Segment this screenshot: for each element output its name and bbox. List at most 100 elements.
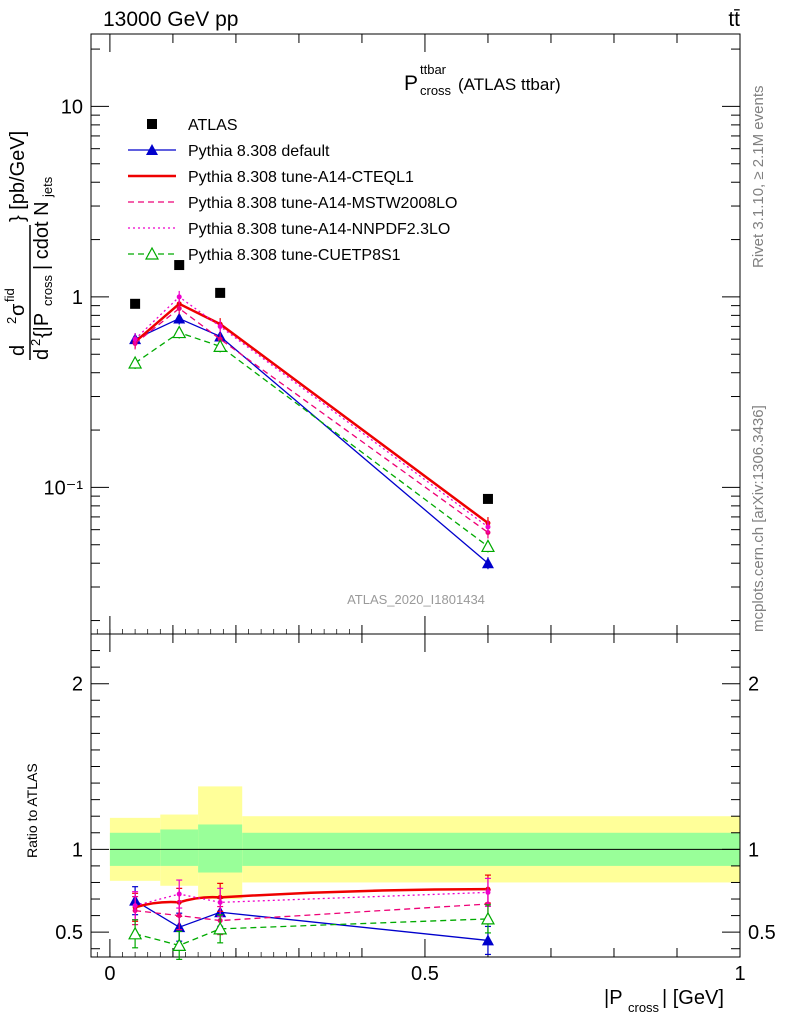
data-point — [217, 899, 223, 905]
series-line — [134, 302, 489, 525]
ratio-ytick-label-right: 2 — [748, 674, 759, 696]
ratio-line — [134, 900, 489, 942]
legend-entry-2: Pythia 8.308 tune-A14-CTEQL1 — [128, 169, 414, 186]
data-point — [173, 312, 186, 324]
svg-text:2: 2 — [28, 339, 43, 346]
ratio-line — [135, 903, 489, 922]
data-point — [144, 246, 160, 260]
ratio-series-4 — [128, 904, 495, 961]
svg-text:|P: |P — [604, 987, 623, 1009]
ratio-ytick-label: 0.5 — [55, 922, 83, 944]
xtick-label: 0 — [104, 963, 115, 985]
data-point — [132, 903, 138, 909]
main-series-5 — [128, 325, 495, 553]
data-point — [480, 539, 495, 553]
svg-text:σ: σ — [7, 303, 29, 316]
band-inner-2 — [198, 824, 243, 873]
data-point — [176, 913, 182, 919]
svg-text:d: d — [7, 345, 29, 356]
ratio-series-3 — [132, 877, 491, 921]
plot-title: P ttbar cross (ATLAS ttbar) — [404, 62, 561, 98]
series-line — [134, 331, 489, 547]
ratio-line — [134, 918, 488, 947]
title-suffix: (ATLAS ttbar) — [458, 75, 561, 94]
svg-text:2: 2 — [4, 317, 19, 324]
title-sup: ttbar — [420, 62, 447, 77]
legend-entry-3: Pythia 8.308 tune-A14-MSTW2008LO — [128, 195, 457, 212]
data-point — [130, 298, 141, 309]
process-label: tt̄ — [728, 8, 740, 31]
main-series-4 — [132, 290, 491, 533]
ratio-y-axis-label: Ratio to ATLAS — [24, 763, 40, 858]
ratio-plot-frame — [90, 633, 741, 958]
title-sub: cross — [420, 83, 452, 98]
energy-label: 13000 GeV pp — [103, 8, 238, 31]
data-point — [128, 355, 143, 369]
mcplots-label: mcplots.cern.ch [arXiv:1306.3436] — [750, 405, 767, 632]
data-point — [128, 926, 143, 940]
data-point — [481, 934, 494, 946]
legend-label: Pythia 8.308 tune-CUETP8S1 — [188, 247, 401, 264]
svg-text:d: d — [31, 349, 53, 360]
data-point — [213, 921, 228, 935]
svg-text:{|P: {|P — [31, 313, 53, 338]
ratio-series-2 — [132, 889, 491, 936]
band-inner-1 — [160, 829, 199, 866]
data-point — [174, 260, 185, 271]
legend-entry-5: Pythia 8.308 tune-CUETP8S1 — [128, 246, 401, 264]
legend-entry-1: Pythia 8.308 default — [128, 143, 330, 160]
legend-entry-4: Pythia 8.308 tune-A14-NNPDF2.3LO — [128, 221, 450, 238]
data-point — [176, 294, 182, 300]
data-point — [146, 144, 158, 155]
ratio-ytick-label: 2 — [72, 674, 83, 696]
data-point — [147, 119, 157, 129]
svg-text:| cdot N: | cdot N — [31, 201, 53, 270]
legend-entry-0: ATLAS — [147, 117, 238, 134]
ratio-line — [134, 887, 488, 909]
data-point — [217, 323, 223, 329]
ratio-ytick-label: 1 — [72, 839, 83, 861]
data-point — [172, 938, 187, 952]
data-point — [482, 493, 493, 504]
rivet-label: Rivet 3.1.10, ≥ 2.1M events — [750, 86, 767, 269]
data-point — [172, 325, 187, 339]
title-main: P — [404, 72, 418, 95]
svg-text:cross: cross — [628, 1000, 660, 1015]
xtick-label: 0.5 — [411, 963, 439, 985]
data-point — [213, 339, 228, 352]
ratio-series-0 — [129, 886, 494, 956]
data-point — [215, 287, 226, 298]
series-line — [134, 307, 489, 533]
legend-label: ATLAS — [188, 117, 238, 134]
legend-label: Pythia 8.308 tune-A14-NNPDF2.3LO — [188, 221, 450, 238]
data-point — [480, 911, 495, 925]
svg-text:jets: jets — [40, 176, 55, 198]
main-series-0 — [130, 260, 493, 504]
main-series-3 — [132, 302, 491, 539]
legend-label: Pythia 8.308 tune-A14-CTEQL1 — [188, 169, 414, 186]
legend-label: Pythia 8.308 default — [188, 143, 330, 160]
data-point — [176, 305, 182, 311]
data-point — [481, 557, 494, 569]
series-line — [134, 296, 489, 528]
svg-text:} [pb/GeV]: } [pb/GeV] — [7, 131, 29, 222]
data-point — [485, 524, 491, 530]
data-point — [132, 336, 138, 342]
data-point — [485, 889, 491, 895]
svg-text:cross: cross — [40, 274, 55, 306]
main-ytick-label: 1 — [72, 287, 83, 309]
svg-text:| [GeV]: | [GeV] — [662, 987, 724, 1009]
ratio-line — [134, 891, 488, 907]
svg-text:fid: fid — [2, 288, 17, 302]
x-axis-label: |P cross | [GeV] — [604, 987, 724, 1015]
main-series-1 — [129, 312, 494, 570]
main-ytick-label: 10 — [61, 96, 83, 118]
main-ytick-label: 10⁻¹ — [44, 477, 84, 499]
legend-label: Pythia 8.308 tune-A14-MSTW2008LO — [188, 195, 457, 212]
ratio-ytick-label-right: 0.5 — [748, 922, 776, 944]
xtick-label: 1 — [734, 963, 745, 985]
data-point — [176, 891, 182, 897]
ratio-ytick-label-right: 1 — [748, 839, 759, 861]
main-y-axis-label: d 2 σ fid d 2 {|P cross | cdot N jets } … — [2, 131, 55, 360]
